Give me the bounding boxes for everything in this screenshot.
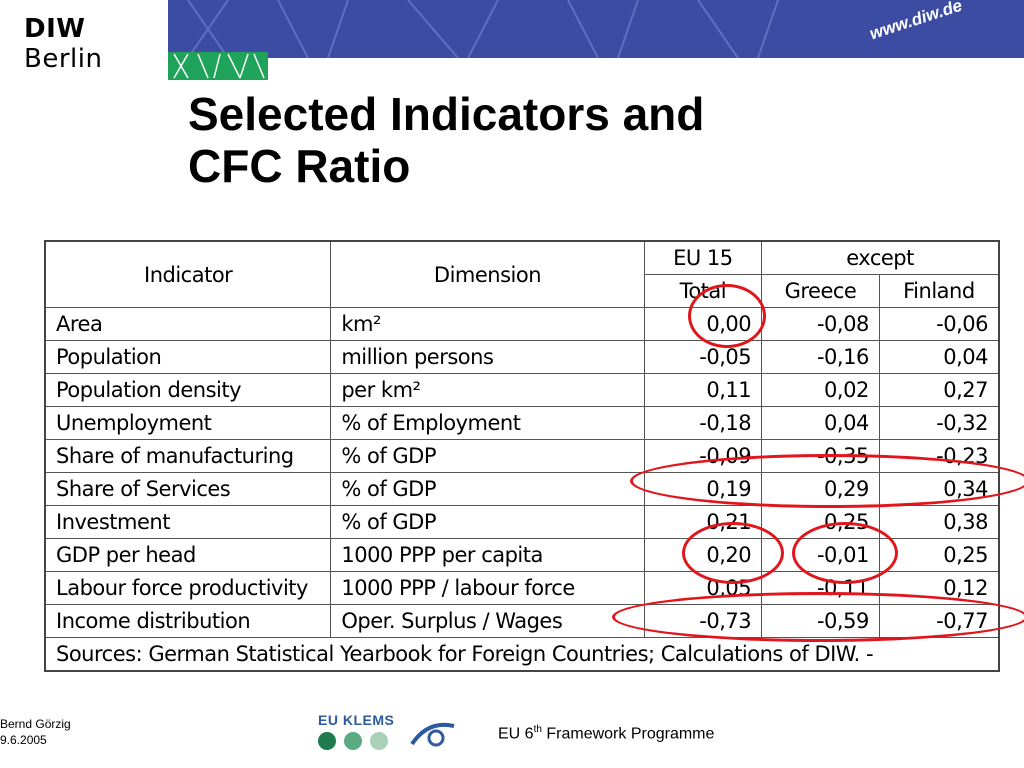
table-row: Unemployment % of Employment -0,18 0,04 … bbox=[44, 406, 1000, 440]
cell-indicator: Area bbox=[44, 307, 332, 341]
cell-finland: 0,04 bbox=[878, 340, 1000, 374]
cell-dimension: million persons bbox=[330, 340, 645, 374]
table-row: Population million persons -0,05 -0,16 0… bbox=[44, 340, 1000, 374]
cell-greece: -0,01 bbox=[761, 538, 880, 572]
header-indicator: Indicator bbox=[44, 240, 332, 308]
title-line-2: CFC Ratio bbox=[188, 140, 411, 192]
cell-dimension: 1000 PPP per capita bbox=[330, 538, 645, 572]
cell-greece: 0,04 bbox=[761, 406, 880, 440]
cell-total: 0,00 bbox=[643, 307, 763, 341]
cell-indicator: GDP per head bbox=[44, 538, 332, 572]
eu-klems-label: EU KLEMS bbox=[318, 712, 395, 728]
cell-finland: 0,34 bbox=[878, 472, 1000, 506]
cell-greece: -0,35 bbox=[761, 439, 880, 473]
dot-light bbox=[370, 732, 388, 750]
cell-total: 0,21 bbox=[643, 505, 763, 539]
header-eu15: EU 15 bbox=[643, 240, 763, 275]
cell-dimension: km² bbox=[330, 307, 645, 341]
header-band: DIW Berlin www.diw.de bbox=[0, 0, 1024, 80]
cell-finland: 0,38 bbox=[878, 505, 1000, 539]
cell-total: 0,19 bbox=[643, 472, 763, 506]
cell-indicator: Investment bbox=[44, 505, 332, 539]
table-row: Investment % of GDP 0,21 0,25 0,38 bbox=[44, 505, 1000, 539]
table-row: Population density per km² 0,11 0,02 0,2… bbox=[44, 373, 1000, 407]
cell-total: -0,73 bbox=[643, 604, 763, 638]
cell-total: 0,11 bbox=[643, 373, 763, 407]
cell-greece: 0,02 bbox=[761, 373, 880, 407]
cell-finland: 0,25 bbox=[878, 538, 1000, 572]
banner-pattern bbox=[187, 0, 779, 58]
cell-total: 0,20 bbox=[643, 538, 763, 572]
cell-finland: -0,06 bbox=[878, 307, 1000, 341]
dot-mid bbox=[344, 732, 362, 750]
header-banner: www.diw.de bbox=[168, 0, 1024, 58]
eu-klems-logo: EU KLEMS bbox=[318, 712, 396, 755]
table-subheader-row: Total Greece Finland bbox=[45, 274, 1000, 308]
table-row: Area km² 0,00 -0,08 -0,06 bbox=[44, 307, 1000, 341]
cell-indicator: Population density bbox=[44, 373, 332, 407]
author-name: Bernd Görzig bbox=[0, 717, 71, 731]
cell-dimension: % of GDP bbox=[330, 505, 645, 539]
diw-logo: DIW Berlin bbox=[0, 0, 168, 74]
cell-greece: -0,16 bbox=[761, 340, 880, 374]
slide-title: Selected Indicators and CFC Ratio bbox=[188, 88, 704, 192]
table-row: GDP per head 1000 PPP per capita 0,20 -0… bbox=[44, 538, 1000, 572]
header-dimension: Dimension bbox=[330, 240, 645, 308]
sixth-framework-icon bbox=[410, 722, 455, 747]
cell-greece: -0,08 bbox=[761, 307, 880, 341]
cell-indicator: Income distribution bbox=[44, 604, 332, 638]
cell-finland: -0,77 bbox=[878, 604, 1000, 638]
cell-dimension: Oper. Surplus / Wages bbox=[330, 604, 645, 638]
title-line-1: Selected Indicators and bbox=[188, 88, 705, 140]
sources-note: Sources: German Statistical Yearbook for… bbox=[44, 637, 1000, 672]
cell-dimension: per km² bbox=[330, 373, 645, 407]
indicators-table: Indicator Dimension EU 15 except Total G… bbox=[44, 240, 1000, 672]
sources-row: Sources: German Statistical Yearbook for… bbox=[44, 637, 1000, 672]
diw-logo-text: DIW Berlin bbox=[24, 14, 103, 74]
cell-total: -0,18 bbox=[643, 406, 763, 440]
cell-indicator: Unemployment bbox=[44, 406, 332, 440]
header-except: except bbox=[761, 240, 1000, 275]
cell-total: -0,05 bbox=[643, 340, 763, 374]
cell-indicator: Share of manufacturing bbox=[44, 439, 332, 473]
table-row: Labour force productivity 1000 PPP / lab… bbox=[44, 571, 1000, 605]
presentation-date: 9.6.2005 bbox=[0, 733, 47, 747]
table-row: Share of manufacturing % of GDP -0,09 -0… bbox=[44, 439, 1000, 473]
cell-greece: 0,25 bbox=[761, 505, 880, 539]
cell-total: 0,05 bbox=[643, 571, 763, 605]
green-strip-pattern bbox=[173, 53, 265, 79]
eu-klems-dots bbox=[318, 732, 396, 755]
header-finland: Finland bbox=[878, 274, 1000, 308]
footer-author-block: Bernd Görzig 9.6.2005 bbox=[0, 716, 71, 748]
cell-indicator: Share of Services bbox=[44, 472, 332, 506]
cell-greece: 0,29 bbox=[761, 472, 880, 506]
header-greece: Greece bbox=[761, 274, 880, 308]
cell-indicator: Labour force productivity bbox=[44, 571, 332, 605]
green-strip bbox=[168, 52, 268, 80]
framework-programme: EU 6th Framework Programme bbox=[498, 724, 715, 743]
dot-dark bbox=[318, 732, 336, 750]
cell-dimension: % of GDP bbox=[330, 472, 645, 506]
cell-finland: -0,32 bbox=[878, 406, 1000, 440]
cell-finland: 0,12 bbox=[878, 571, 1000, 605]
cell-greece: -0,11 bbox=[761, 571, 880, 605]
cell-dimension: 1000 PPP / labour force bbox=[330, 571, 645, 605]
cell-greece: -0,59 bbox=[761, 604, 880, 638]
cell-indicator: Population bbox=[44, 340, 332, 374]
table-row: Share of Services % of GDP 0,19 0,29 0,3… bbox=[44, 472, 1000, 506]
cell-dimension: % of GDP bbox=[330, 439, 645, 473]
header-total: Total bbox=[643, 274, 763, 308]
cell-dimension: % of Employment bbox=[330, 406, 645, 440]
table-row: Income distribution Oper. Surplus / Wage… bbox=[44, 604, 1000, 638]
cell-finland: -0,23 bbox=[878, 439, 1000, 473]
cell-total: -0,09 bbox=[643, 439, 763, 473]
table-header-row: Indicator Dimension EU 15 except bbox=[44, 240, 1000, 308]
cell-finland: 0,27 bbox=[878, 373, 1000, 407]
